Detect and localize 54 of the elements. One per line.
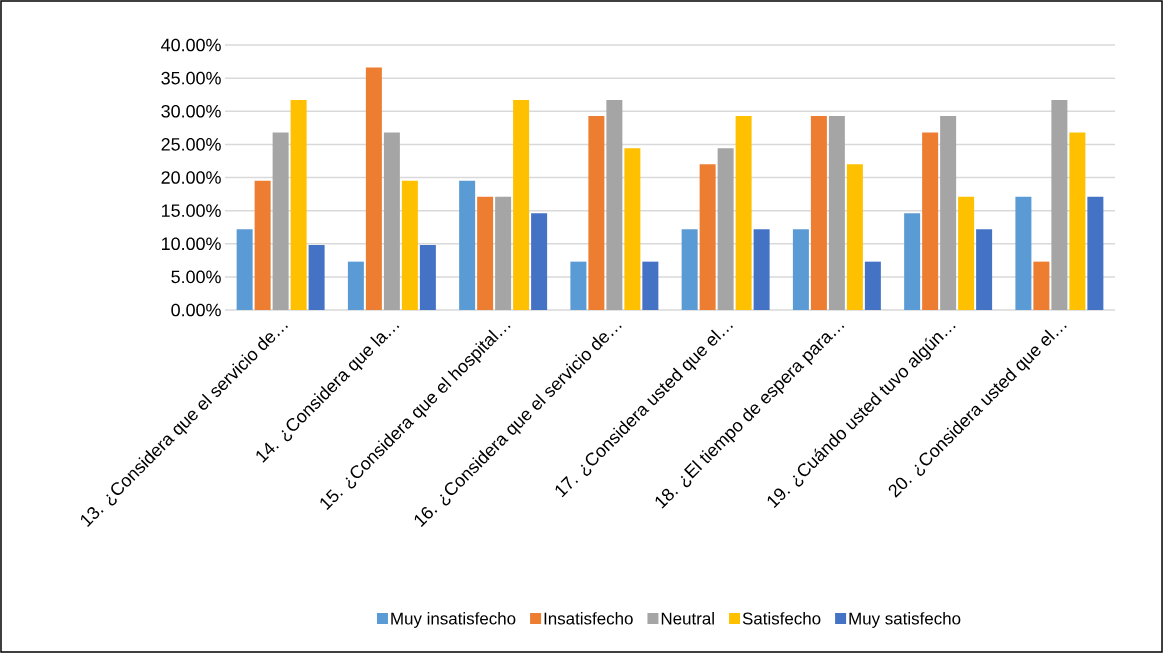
bar	[699, 164, 716, 310]
bar	[365, 67, 382, 310]
bar	[383, 132, 400, 310]
bar	[401, 180, 418, 310]
bar	[864, 261, 881, 310]
bar	[570, 261, 587, 310]
bar	[588, 115, 605, 310]
bar	[922, 132, 939, 310]
bar	[513, 99, 530, 310]
bar	[236, 229, 253, 310]
bar	[792, 229, 809, 310]
bar	[290, 99, 307, 310]
legend-label: Insatisfecho	[544, 612, 633, 625]
bar	[495, 196, 512, 310]
y-tick-label: 20.00%	[161, 171, 221, 184]
legend-label: Satisfecho	[742, 612, 821, 625]
bar	[347, 261, 364, 310]
bar	[828, 115, 845, 310]
bar	[958, 196, 975, 310]
legend-label: Neutral	[661, 612, 714, 625]
y-tick-label: 30.00%	[161, 104, 221, 118]
legend-label: Muy satisfecho	[849, 612, 961, 628]
y-tick-label: 10.00%	[162, 237, 221, 251]
bar	[642, 261, 659, 310]
bar	[308, 245, 325, 310]
bar	[810, 115, 827, 310]
bar	[1033, 261, 1050, 310]
bar	[681, 229, 698, 310]
bar	[735, 115, 752, 310]
y-tick-label: 15.00%	[162, 204, 221, 217]
bar	[1087, 196, 1104, 310]
bar	[976, 229, 993, 310]
bar	[272, 132, 289, 310]
bar	[1069, 132, 1086, 310]
bar	[477, 196, 494, 310]
bar	[717, 148, 734, 310]
bar	[753, 229, 770, 310]
y-tick-label: 35.00%	[161, 71, 221, 85]
bar	[1051, 99, 1068, 310]
bar	[940, 115, 957, 310]
bar	[254, 180, 271, 310]
y-tick-label: 5.00%	[171, 270, 221, 284]
bar	[1015, 196, 1032, 310]
bar	[531, 213, 548, 310]
y-tick-label: 40.00%	[161, 38, 221, 52]
bar	[459, 180, 476, 310]
bar	[606, 99, 623, 310]
bar	[419, 245, 436, 310]
y-tick-label: 0.00%	[171, 303, 221, 317]
bar	[624, 148, 641, 310]
bar	[904, 213, 921, 310]
legend-label: Muy insatisfecho	[391, 612, 516, 628]
y-tick-label: 25.00%	[161, 138, 221, 151]
bar	[846, 164, 863, 310]
